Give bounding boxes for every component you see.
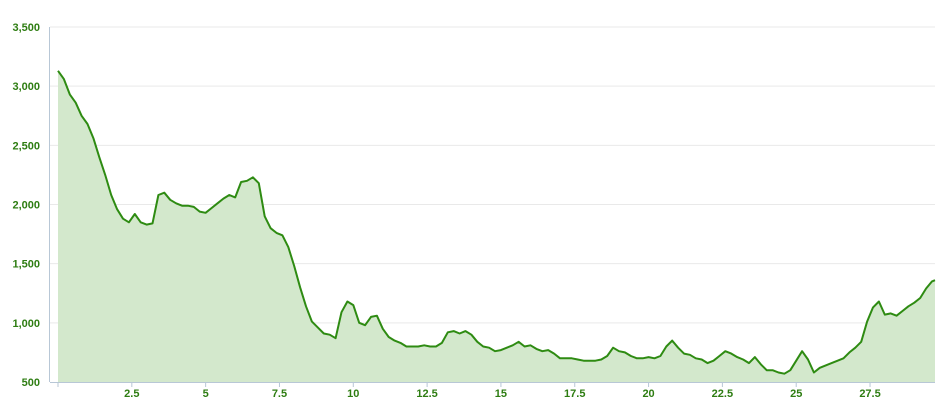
y-tick-label: 500 [22,377,40,389]
y-tick-label: 1,500 [12,259,40,271]
x-tick-label: 25 [790,388,802,400]
x-tick-label: 10 [347,388,359,400]
x-tick-label: 12.5 [416,388,437,400]
y-tick-label: 1,000 [12,318,40,330]
area-series [57,70,936,383]
y-tick-label: 3,500 [12,22,40,34]
x-tick-label: 2.5 [124,388,139,400]
x-axis-tick-labels: 2.5 5 7.5 10 12.5 15 17.5 20 22.5 25 27.5 [124,388,881,400]
x-tick-label: 17.5 [564,388,585,400]
x-tick-label: 27.5 [859,388,880,400]
x-tick-label: 5 [203,388,209,400]
series-line [57,70,936,375]
y-tick-label: 2,000 [12,200,40,212]
x-tick-label: 20 [642,388,654,400]
x-tick-label: 15 [495,388,507,400]
axes [49,27,935,387]
x-tick-label: 22.5 [712,388,733,400]
y-tick-label: 2,500 [12,140,40,152]
area-fill [58,70,935,383]
y-tick-label: 3,000 [12,81,40,93]
y-axis-tick-labels: 500 1,000 1,500 2,000 2,500 3,000 3,500 [12,22,40,389]
x-tick-label: 7.5 [272,388,287,400]
